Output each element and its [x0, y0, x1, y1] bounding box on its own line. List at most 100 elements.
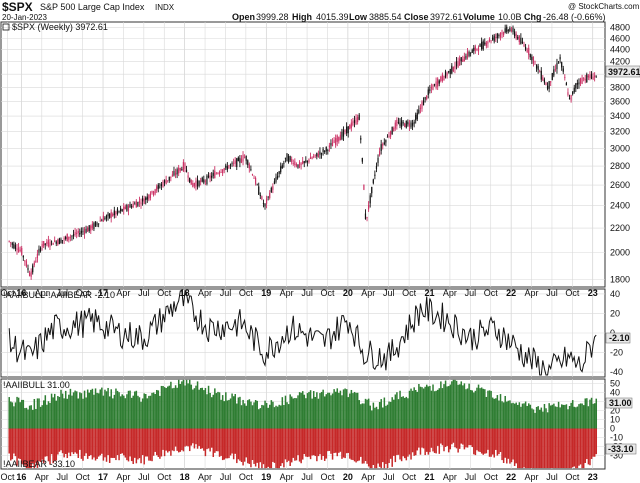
candle-body	[251, 174, 254, 176]
bear-bar	[166, 428, 169, 453]
bull-bar	[383, 397, 386, 429]
bear-bar	[236, 428, 238, 464]
down-candle	[77, 228, 79, 237]
bull-bar	[256, 400, 258, 429]
candle-body	[55, 241, 57, 244]
bear-bar	[587, 428, 590, 465]
candle-body	[283, 162, 285, 164]
candle-body	[306, 160, 308, 163]
bear-bar	[159, 428, 161, 459]
bear-bar	[265, 428, 268, 469]
x-tick-label-mid: 21	[425, 288, 435, 298]
bull-bar	[524, 401, 527, 429]
candle-body	[322, 148, 324, 152]
up-candle	[540, 67, 542, 83]
bear-bar	[449, 428, 452, 450]
down-candle	[87, 226, 89, 232]
bear-bar	[79, 428, 81, 450]
candle-body	[422, 100, 425, 106]
down-candle	[234, 157, 236, 167]
sentiment-panel-legend: !AAIIBULL-!AAIIBEAR -2.10	[3, 290, 115, 300]
up-candle	[562, 65, 564, 75]
up-candle	[118, 210, 120, 214]
bear-bar	[371, 428, 373, 469]
bull-bar	[447, 386, 450, 429]
bear-bar	[331, 428, 334, 460]
bear-bar	[535, 428, 538, 469]
bull-bar	[369, 405, 371, 429]
low-label: Low	[349, 12, 368, 22]
candle-body	[17, 247, 20, 252]
bull-bar	[145, 393, 147, 429]
down-candle	[233, 158, 235, 167]
bull-bar	[582, 405, 585, 429]
bull-bar	[506, 401, 508, 429]
bear-bar	[74, 428, 76, 453]
down-candle	[187, 172, 189, 182]
up-candle	[98, 223, 100, 228]
down-candle	[57, 238, 59, 246]
up-candle	[96, 221, 98, 227]
bull-bar	[182, 379, 185, 429]
candle-body	[380, 144, 382, 151]
candle-body	[349, 124, 351, 130]
bull-bar	[319, 393, 321, 429]
bear-bar	[510, 428, 513, 463]
bear-bar	[570, 428, 572, 469]
bull-bar	[130, 397, 133, 429]
down-candle	[463, 52, 465, 62]
candle-body	[363, 184, 365, 190]
candle-body	[565, 83, 567, 86]
candle-body	[193, 183, 195, 187]
bull-bar	[22, 399, 25, 429]
bull-bar	[8, 397, 10, 429]
bull-bar	[105, 391, 108, 429]
bear-bar	[339, 428, 342, 452]
candle-body	[515, 33, 517, 39]
up-candle	[101, 218, 103, 222]
down-candle	[10, 241, 12, 248]
bull-bar	[47, 401, 50, 429]
price-legend-swatch	[2, 23, 10, 31]
bear-bar	[509, 428, 511, 464]
bull-bar	[444, 380, 447, 429]
bull-bear-bars	[8, 379, 598, 469]
x-tick-label: 19	[261, 472, 271, 482]
x-tick-label: Jul	[56, 472, 68, 482]
bull-bar	[334, 391, 337, 429]
bull-bar	[554, 406, 557, 429]
up-candle	[239, 155, 241, 168]
bull-bar	[77, 398, 80, 429]
bull-bar	[184, 385, 186, 429]
candle-body	[493, 35, 495, 42]
bear-bar	[545, 428, 547, 469]
up-candle	[427, 86, 429, 99]
bull-bar	[108, 396, 111, 429]
x-tick-label-mid: Oct	[402, 288, 417, 298]
candle-body	[151, 191, 153, 193]
bull-bar	[93, 394, 95, 429]
candle-body	[269, 192, 271, 199]
candle-body	[149, 193, 152, 198]
bear-bar	[427, 428, 430, 455]
volume-label: Volume	[463, 12, 495, 22]
candle-body	[174, 172, 177, 175]
up-candle	[559, 54, 561, 64]
bull-bar	[300, 392, 302, 429]
up-candle	[327, 148, 329, 155]
bull-bar	[331, 393, 334, 429]
candle-body	[347, 126, 349, 134]
candle-body	[135, 201, 137, 208]
down-candle	[217, 172, 219, 175]
up-candle	[353, 115, 356, 128]
up-candle	[449, 68, 451, 79]
candle-body	[496, 33, 498, 39]
bear-bar	[358, 428, 360, 461]
down-candle	[488, 37, 491, 43]
bull-bar	[292, 398, 295, 429]
candle-body	[294, 161, 296, 165]
candle-body	[272, 186, 274, 190]
bull-bar	[396, 392, 398, 429]
bear-bar	[32, 428, 34, 464]
up-candle	[556, 58, 558, 74]
